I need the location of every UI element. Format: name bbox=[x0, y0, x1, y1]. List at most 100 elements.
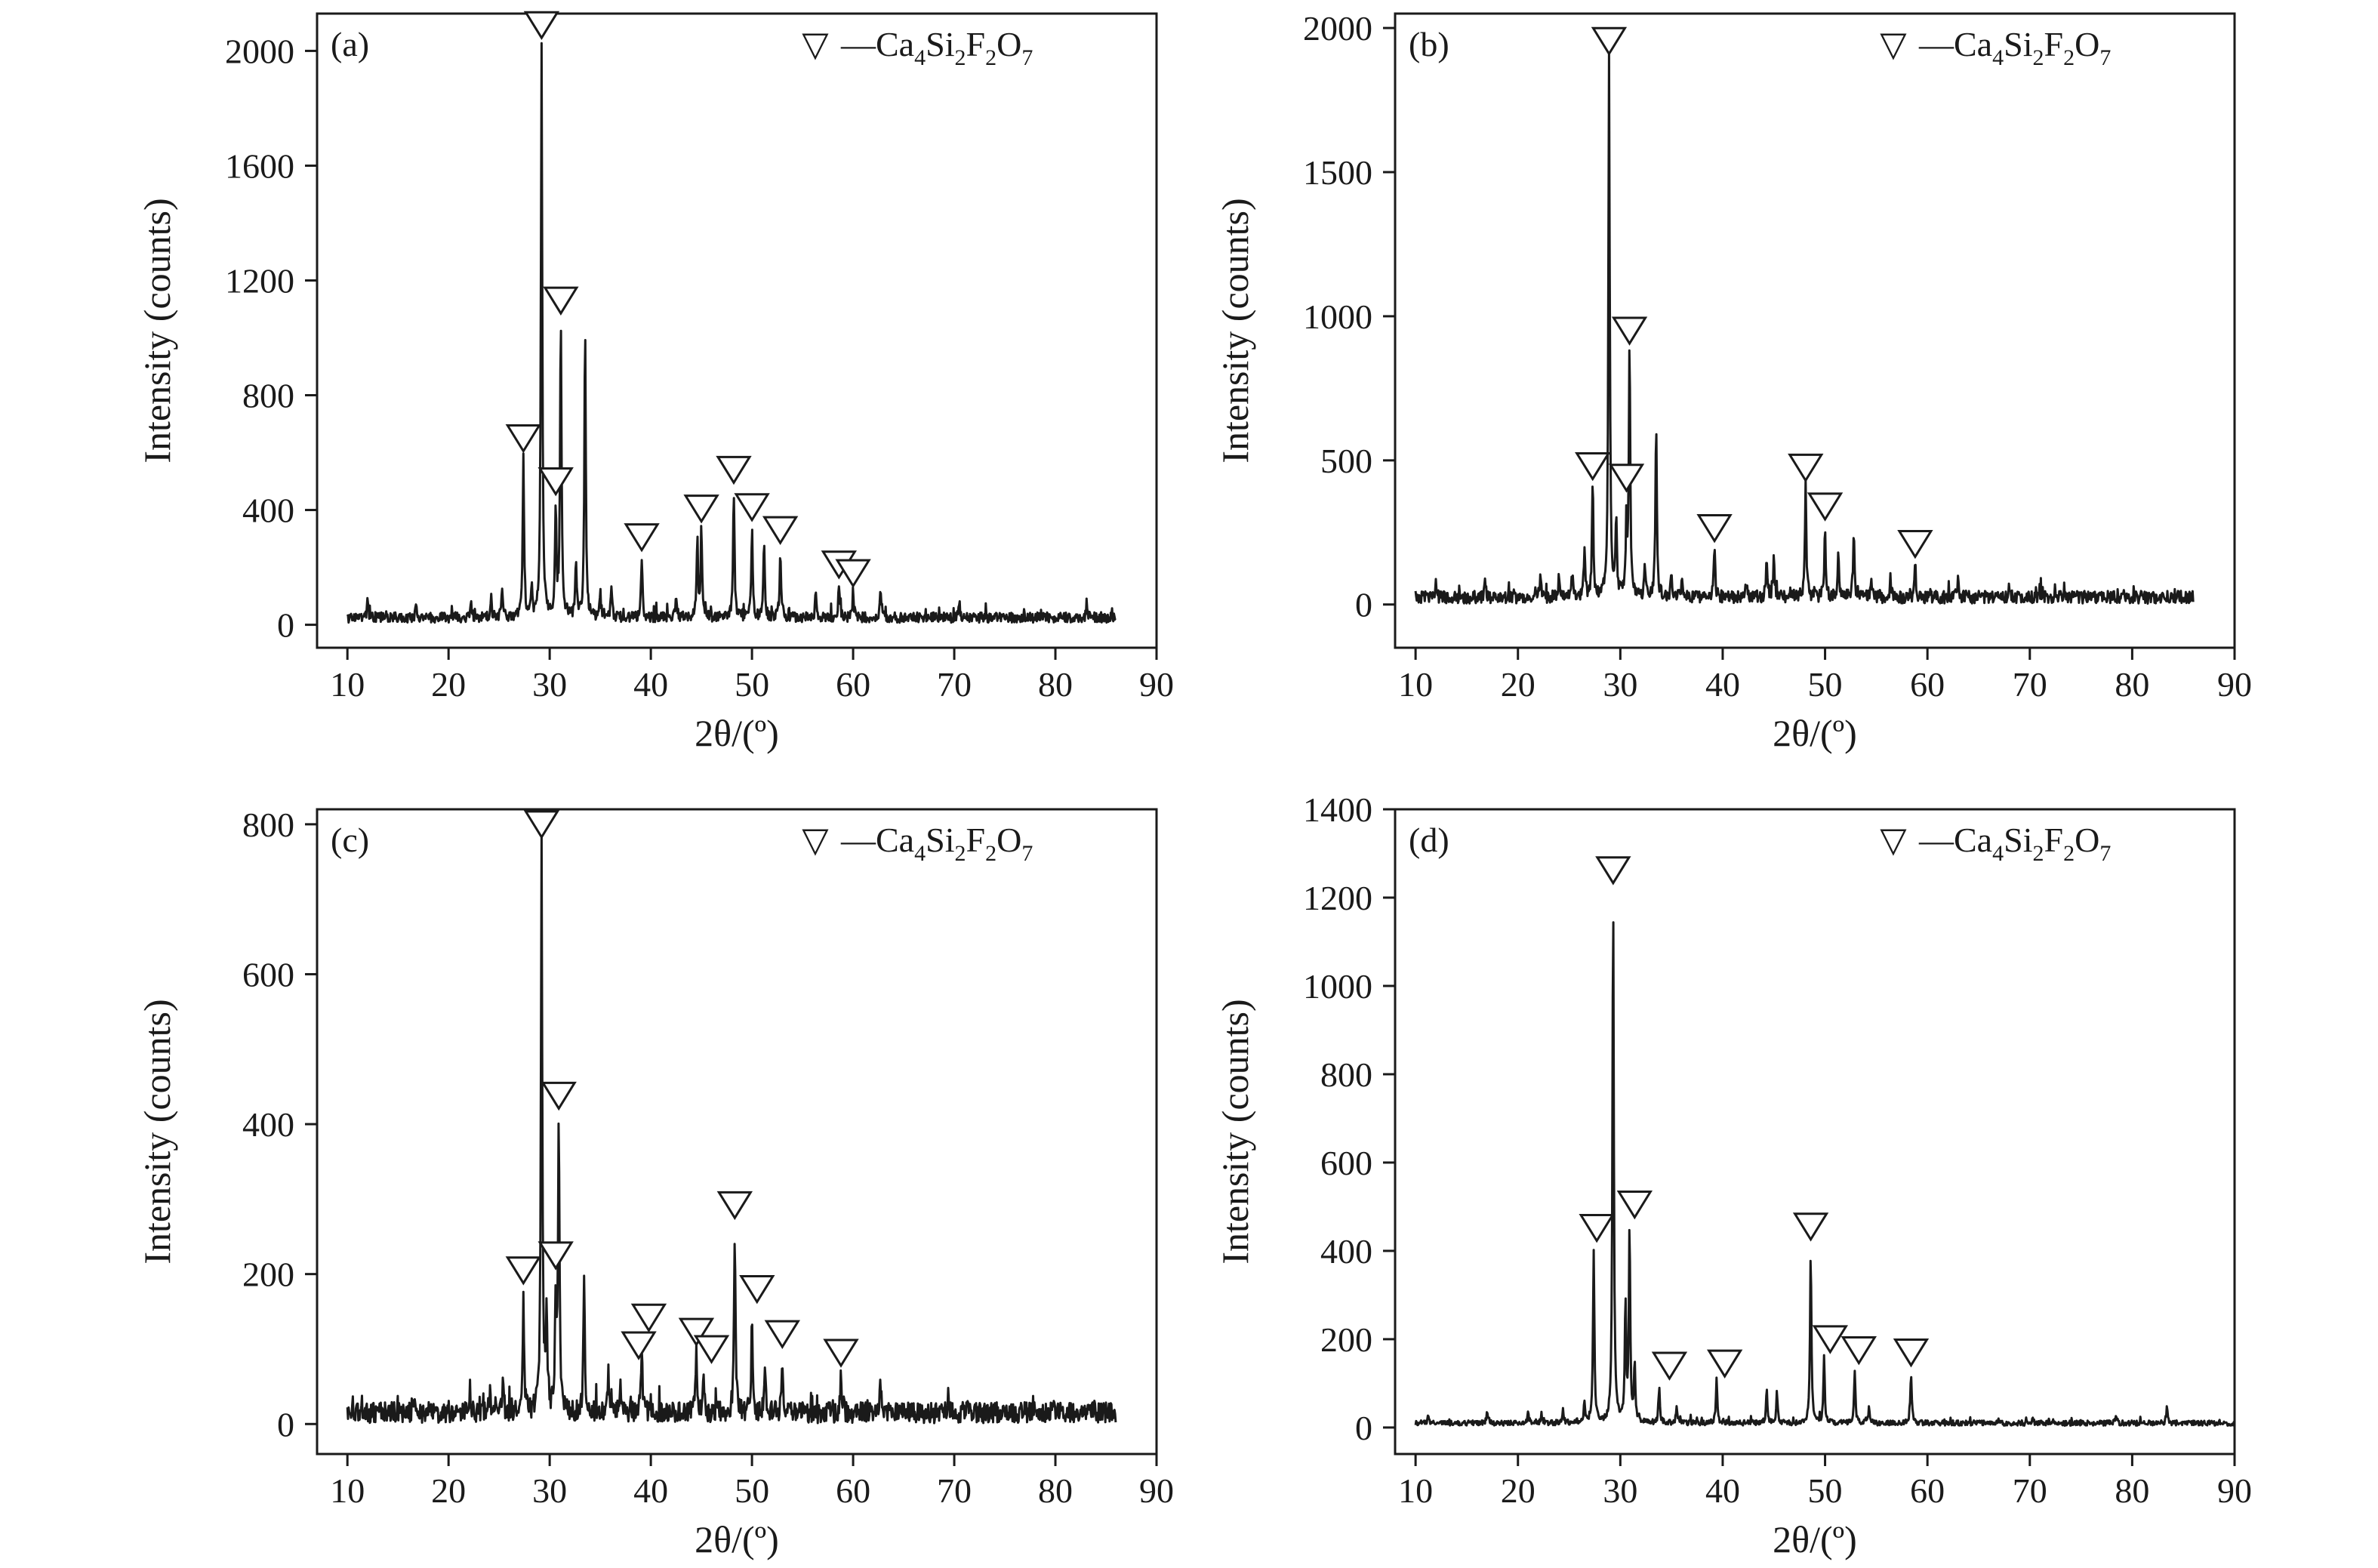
y-axis-title: Intensity (counts) bbox=[136, 198, 178, 463]
peak-marker bbox=[1696, 514, 1733, 544]
legend-marker: ▽ bbox=[1880, 821, 1907, 859]
y-tick-label: 1600 bbox=[225, 146, 294, 185]
peak-marker bbox=[1616, 1191, 1653, 1220]
x-tick-label: 30 bbox=[1603, 1471, 1637, 1510]
x-tick-label: 40 bbox=[633, 1471, 668, 1510]
legend-text-run: F bbox=[966, 25, 985, 63]
legend-text-run: O bbox=[2075, 25, 2099, 63]
x-axis-title: 2θ/(º) bbox=[695, 712, 779, 754]
x-tick-label: 60 bbox=[836, 1471, 870, 1510]
plot-frame bbox=[1394, 808, 2236, 1456]
peak-marker bbox=[543, 286, 579, 316]
x-tick-label: 10 bbox=[330, 1471, 365, 1510]
legend-subscript: 4 bbox=[1992, 841, 2004, 866]
legend-text-run: Si bbox=[926, 25, 954, 63]
x-tick-label: 50 bbox=[735, 665, 769, 704]
x-tick-label: 10 bbox=[1398, 1471, 1433, 1510]
peak-marker bbox=[693, 1335, 730, 1364]
x-tick-label: 40 bbox=[1705, 665, 1740, 704]
xrd-pattern-line bbox=[346, 831, 1117, 1425]
panel-label: (d) bbox=[1409, 821, 1449, 859]
peak-marker bbox=[683, 494, 719, 524]
y-tick-label: 0 bbox=[1355, 1409, 1372, 1447]
legend-subscript: 2 bbox=[2032, 841, 2044, 866]
x-tick-label: 90 bbox=[1139, 665, 1174, 704]
peak-marker bbox=[1651, 1351, 1688, 1381]
x-tick-label: 50 bbox=[1808, 1471, 1843, 1510]
x-tick-label: 90 bbox=[2217, 1471, 2252, 1510]
x-tick-label: 50 bbox=[735, 1471, 769, 1510]
y-tick-label: 0 bbox=[277, 606, 294, 645]
y-tick-label: 2000 bbox=[1303, 9, 1372, 48]
y-tick-label: 1000 bbox=[1303, 967, 1372, 1006]
x-tick-label: 30 bbox=[532, 665, 567, 704]
x-axis-title: 2θ/(º) bbox=[1773, 1518, 1857, 1560]
peak-marker bbox=[523, 11, 560, 41]
x-tick-label: 40 bbox=[633, 665, 668, 704]
legend-subscript: 7 bbox=[1021, 45, 1033, 70]
y-tick-label: 1400 bbox=[1303, 790, 1372, 829]
legend-text-run: Si bbox=[2004, 25, 2032, 63]
legend-label: —Ca4Si2F2O7 bbox=[1918, 25, 2111, 70]
legend-subscript: 2 bbox=[954, 841, 966, 866]
x-tick-label: 60 bbox=[1910, 1471, 1945, 1510]
legend-subscript: 2 bbox=[954, 45, 966, 70]
x-tick-label: 70 bbox=[2013, 1471, 2047, 1510]
x-tick-label: 30 bbox=[532, 1471, 567, 1510]
y-tick-label: 200 bbox=[242, 1255, 294, 1294]
x-tick-label: 50 bbox=[1808, 665, 1843, 704]
y-axis-title: Intensity (counts) bbox=[1214, 198, 1256, 463]
legend-text-run: F bbox=[2044, 25, 2063, 63]
peak-marker bbox=[1611, 316, 1648, 346]
peak-marker bbox=[505, 1256, 542, 1286]
peak-marker bbox=[1893, 1338, 1930, 1368]
x-tick-label: 20 bbox=[1501, 1471, 1536, 1510]
panel-b: 10 20 30 40 50 60 70 80 90 0 500 1000 1500 2000 2θ/(º)… bbox=[1214, 9, 2252, 754]
x-tick-label: 90 bbox=[1139, 1471, 1174, 1510]
peak-marker bbox=[621, 1331, 657, 1360]
peak-marker bbox=[1575, 451, 1611, 482]
peak-marker bbox=[835, 559, 871, 589]
legend-label: —Ca4Si2F2O7 bbox=[840, 821, 1033, 866]
y-tick-label: 800 bbox=[1320, 1055, 1372, 1094]
y-tick-label: 400 bbox=[1320, 1232, 1372, 1271]
legend-text-run: F bbox=[966, 821, 985, 859]
legend-subscript: 4 bbox=[1992, 45, 2004, 70]
panel-a: 10 20 30 40 50 60 70 80 90 0 400 800 1200 1600 2000 2θ/… bbox=[136, 11, 1174, 754]
y-axis-title: Intensity (counts) bbox=[1214, 999, 1256, 1264]
peak-marker bbox=[1591, 26, 1628, 57]
panel-d: 10 20 30 40 50 60 70 80 90 0 200 400 600 800 1000 1200 1… bbox=[1214, 790, 2252, 1560]
x-tick-label: 10 bbox=[1398, 665, 1433, 704]
peak-marker bbox=[541, 1081, 577, 1111]
legend-text-run: O bbox=[996, 25, 1021, 63]
y-tick-label: 200 bbox=[1320, 1320, 1372, 1359]
legend-text-run: Si bbox=[2004, 821, 2032, 859]
legend-subscript: 2 bbox=[2032, 45, 2044, 70]
legend-label: —Ca4Si2F2O7 bbox=[840, 25, 1033, 70]
peak-marker bbox=[1792, 1212, 1829, 1242]
legend-marker: ▽ bbox=[1880, 25, 1907, 63]
legend-subscript: 7 bbox=[2099, 45, 2111, 70]
x-tick-label: 70 bbox=[937, 1471, 972, 1510]
legend-text-run: —Ca bbox=[840, 821, 914, 859]
y-tick-label: 2000 bbox=[225, 32, 294, 70]
x-tick-label: 20 bbox=[1501, 665, 1536, 704]
peak-marker bbox=[1579, 1214, 1615, 1243]
peak-marker bbox=[1840, 1336, 1877, 1366]
legend-subscript: 2 bbox=[2063, 841, 2075, 866]
legend-subscript: 2 bbox=[985, 45, 996, 70]
x-tick-label: 70 bbox=[937, 665, 972, 704]
x-tick-label: 90 bbox=[2217, 665, 2252, 704]
y-tick-label: 1500 bbox=[1303, 153, 1372, 192]
y-tick-label: 400 bbox=[242, 1105, 294, 1144]
panel-label: (b) bbox=[1409, 25, 1449, 63]
peak-marker bbox=[762, 516, 799, 546]
x-tick-label: 30 bbox=[1603, 665, 1637, 704]
peak-marker bbox=[734, 493, 770, 522]
y-tick-label: 400 bbox=[242, 491, 294, 530]
legend-label: —Ca4Si2F2O7 bbox=[1918, 821, 2111, 866]
y-axis-title: Intensity (counts) bbox=[136, 999, 178, 1264]
peak-marker bbox=[716, 1191, 753, 1221]
legend-text-run: —Ca bbox=[840, 25, 914, 63]
peak-marker bbox=[523, 810, 560, 839]
